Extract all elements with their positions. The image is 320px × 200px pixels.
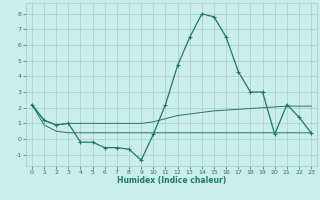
X-axis label: Humidex (Indice chaleur): Humidex (Indice chaleur) [117, 176, 226, 185]
